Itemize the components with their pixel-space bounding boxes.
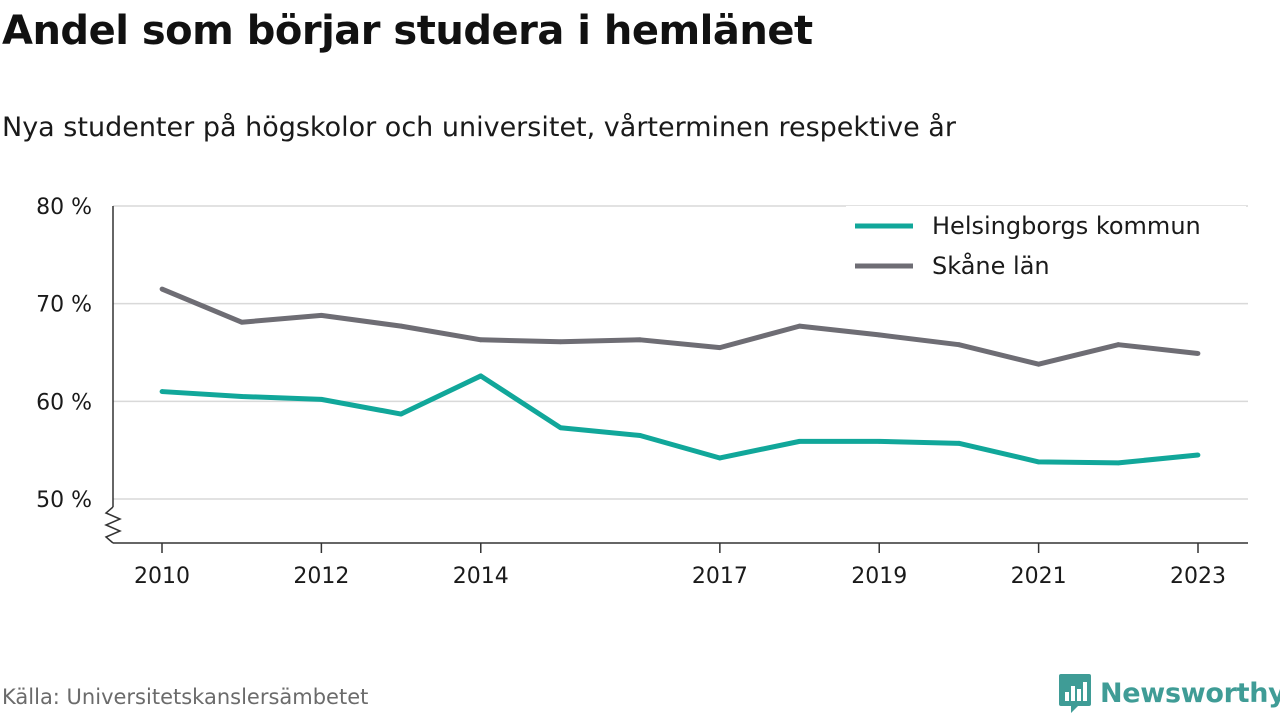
data-point <box>1036 459 1042 465</box>
legend-background <box>846 206 1246 290</box>
x-tick-label: 2023 <box>1170 564 1226 589</box>
x-tick-label: 2010 <box>134 564 190 589</box>
data-point <box>1195 452 1201 458</box>
data-point <box>876 438 882 444</box>
brand-name: Newsworthy <box>1100 677 1280 709</box>
x-tick-label: 2021 <box>1011 564 1067 589</box>
data-point <box>1115 460 1121 466</box>
data-point <box>1115 342 1121 348</box>
series-line-skane <box>161 286 1199 367</box>
y-tick-label: 60 % <box>36 390 92 415</box>
data-point <box>398 411 404 417</box>
data-point <box>478 337 484 343</box>
data-point <box>1036 361 1042 367</box>
legend: Helsingborgs kommun Skåne län <box>846 206 1246 290</box>
data-point <box>717 345 723 351</box>
data-point <box>876 332 882 338</box>
data-point <box>398 323 404 329</box>
data-point <box>797 438 802 444</box>
line-chart: 80 % 70 % 60 % 50 % 2010 2012 2014 2017 2019 202… <box>36 195 1248 589</box>
data-point <box>318 312 324 318</box>
series-lines <box>159 286 1201 466</box>
axis-break-icon <box>104 506 122 544</box>
data-point <box>239 394 245 399</box>
data-point <box>239 319 245 325</box>
axes <box>104 206 1248 544</box>
x-tick-label: 2019 <box>851 564 907 589</box>
data-point <box>558 339 563 345</box>
data-point <box>159 286 165 292</box>
y-tick-labels: 80 % 70 % 60 % 50 % <box>36 195 92 513</box>
y-tick-label: 50 % <box>36 488 92 513</box>
legend-label-helsingborg: Helsingborgs kommun <box>932 212 1201 240</box>
data-point <box>797 323 802 329</box>
x-tick-label: 2014 <box>453 564 509 589</box>
x-tick-label: 2012 <box>293 564 349 589</box>
y-tick-label: 70 % <box>36 293 92 318</box>
chart-title: Andel som börjar studera i hemlänet <box>2 8 813 54</box>
data-point <box>637 433 643 438</box>
chart-subtitle: Nya studenter på högskolor och universit… <box>2 112 956 143</box>
bar-chart-badge-icon <box>1059 674 1091 713</box>
brand-logo: Newsworthy <box>1058 672 1280 714</box>
data-point <box>1195 351 1201 356</box>
y-tick-label: 80 % <box>36 195 92 220</box>
legend-label-skane: Skåne län <box>932 251 1050 280</box>
x-tick-labels: 2010 2012 2014 2017 2019 2021 2023 <box>134 543 1226 589</box>
data-point <box>717 455 723 461</box>
source-note: Källa: Universitetskanslersämbetet <box>2 685 369 709</box>
data-point <box>318 396 324 402</box>
data-point <box>558 425 563 431</box>
data-point <box>637 337 643 343</box>
data-point <box>159 389 165 394</box>
x-tick-label: 2017 <box>692 564 748 589</box>
data-point <box>478 373 484 379</box>
data-point <box>956 342 962 348</box>
series-line-helsingborg <box>161 373 1199 466</box>
data-point <box>956 440 962 446</box>
